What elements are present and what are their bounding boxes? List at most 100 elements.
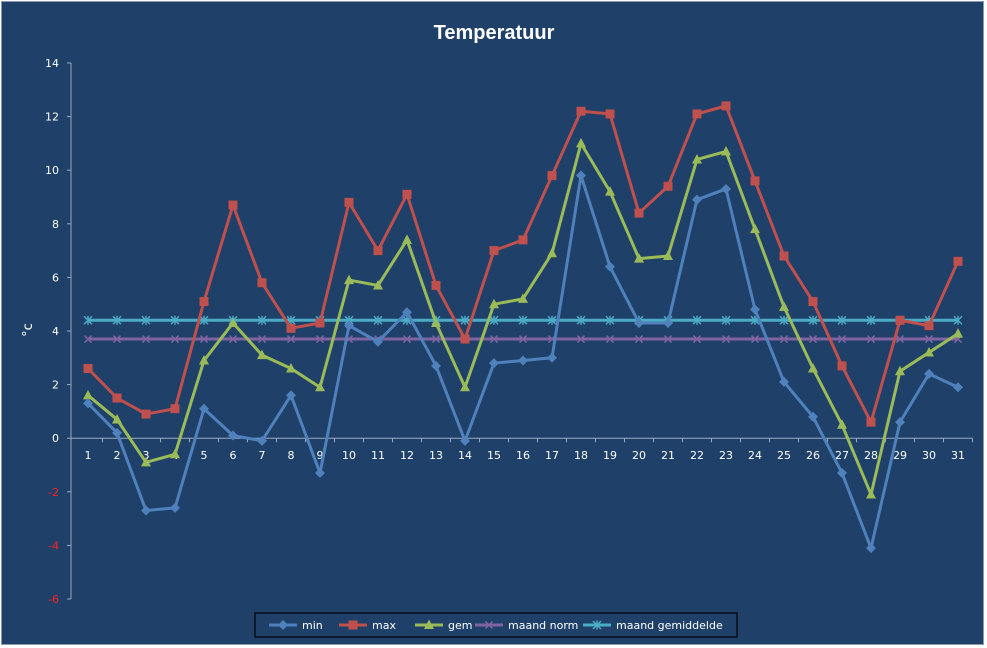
- data-point-gem: [373, 279, 383, 290]
- data-point-min: [634, 317, 644, 328]
- legend-label: max: [372, 619, 396, 632]
- data-point-gem: [286, 363, 296, 373]
- data-point-min: [286, 390, 296, 401]
- data-point-max: [808, 297, 818, 307]
- data-point-maand-norm: [170, 335, 180, 344]
- x-tick-label: 18: [574, 449, 588, 462]
- data-point-max: [721, 101, 731, 111]
- data-point-maand-norm: [431, 335, 441, 344]
- data-point-max: [141, 409, 151, 419]
- x-marker-stroke: [431, 335, 441, 344]
- data-point-maand-norm: [83, 335, 93, 344]
- data-point-maand-norm: [402, 335, 412, 344]
- data-point-maand-gemiddelde: [692, 315, 702, 325]
- x-marker-stroke: [866, 335, 876, 344]
- x-tick-label: 5: [201, 449, 208, 462]
- data-point-maand-gemiddelde: [460, 315, 470, 325]
- x-tick-label: 12: [400, 449, 414, 462]
- data-point-maand-norm: [750, 335, 760, 344]
- data-point-gem: [431, 317, 441, 327]
- data-point-maand-gemiddelde: [779, 315, 789, 325]
- data-point-min: [808, 411, 818, 422]
- data-point-maand-norm: [199, 335, 209, 344]
- x-marker-stroke: [721, 335, 731, 344]
- data-point-max: [605, 109, 615, 119]
- data-point-gem: [953, 328, 963, 338]
- x-tick-label: 1: [85, 449, 92, 462]
- data-point-maand-gemiddelde: [373, 315, 383, 325]
- data-point-maand-norm: [721, 335, 731, 344]
- data-point-min: [953, 382, 963, 393]
- data-point-max: [663, 181, 673, 191]
- data-point-max: [576, 106, 586, 116]
- data-point-max: [112, 393, 122, 403]
- data-point-max: [489, 246, 499, 256]
- legend-label: gem: [448, 619, 472, 632]
- x-marker-stroke: [692, 335, 702, 344]
- data-point-max: [83, 364, 93, 374]
- data-point-max: [344, 197, 354, 207]
- data-point-gem: [721, 145, 731, 156]
- x-tick-label: 28: [864, 449, 878, 462]
- x-marker-stroke: [489, 335, 499, 344]
- data-point-gem: [895, 365, 905, 376]
- x-tick-label: 6: [230, 449, 237, 462]
- data-point-maand-norm: [257, 335, 267, 344]
- y-tick-label: -2: [48, 486, 59, 499]
- y-tick-label: 12: [45, 111, 59, 124]
- data-point-gem: [576, 137, 586, 148]
- y-tick-label: 0: [52, 432, 59, 445]
- data-point-min: [257, 435, 267, 446]
- data-point-maand-norm: [315, 335, 325, 344]
- y-tick-label: 14: [45, 57, 59, 70]
- series-maand-gemiddelde: [83, 315, 963, 325]
- series-max: [83, 101, 963, 427]
- data-point-min: [170, 502, 180, 513]
- data-point-min: [373, 336, 383, 347]
- x-marker-stroke: [779, 335, 789, 344]
- x-marker-stroke: [808, 335, 818, 344]
- data-point-max: [170, 404, 180, 414]
- y-tick-label: 2: [52, 379, 59, 392]
- data-point-maand-norm: [924, 335, 934, 344]
- x-tick-label: 25: [777, 449, 791, 462]
- data-point-gem: [547, 247, 557, 258]
- x-marker-stroke: [83, 335, 93, 344]
- data-point-min: [605, 261, 615, 272]
- data-point-min: [344, 320, 354, 331]
- x-tick-label: 23: [719, 449, 733, 462]
- x-marker-stroke: [924, 335, 934, 344]
- x-tick-label: 19: [603, 449, 617, 462]
- data-point-max: [750, 176, 760, 186]
- data-point-min: [837, 468, 847, 479]
- data-point-min: [141, 505, 151, 516]
- data-point-maand-gemiddelde: [808, 315, 818, 325]
- data-point-min: [402, 307, 412, 318]
- data-point-maand-norm: [895, 335, 905, 344]
- chart-title: Temperatuur: [434, 22, 555, 44]
- data-point-maand-norm: [576, 335, 586, 344]
- data-point-max: [431, 280, 441, 290]
- data-point-max: [228, 200, 238, 210]
- y-tick-label: 10: [45, 164, 59, 177]
- x-tick-label: 27: [835, 449, 849, 462]
- data-point-min: [924, 368, 934, 379]
- data-point-gem: [634, 253, 644, 263]
- data-point-max: [547, 171, 557, 181]
- x-tick-label: 13: [429, 449, 443, 462]
- data-point-max: [924, 321, 934, 331]
- data-point-gem: [141, 456, 151, 467]
- data-point-min: [576, 170, 586, 181]
- data-point-gem: [344, 274, 354, 285]
- data-point-max: [460, 334, 470, 344]
- legend-box: [254, 612, 738, 638]
- x-tick-label: 2: [114, 449, 121, 462]
- data-point-gem: [489, 298, 499, 309]
- data-point-min: [228, 430, 238, 441]
- y-tick-label: -4: [48, 539, 59, 552]
- data-point-maand-gemiddelde: [837, 315, 847, 325]
- legend-swatch-marker: [424, 619, 434, 629]
- x-tick-label: 10: [342, 449, 356, 462]
- x-tick-label: 20: [632, 449, 646, 462]
